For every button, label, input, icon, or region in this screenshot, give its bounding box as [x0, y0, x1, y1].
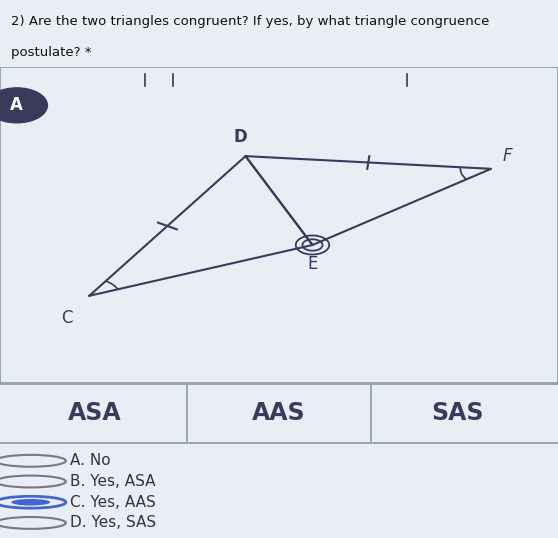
- Text: A: A: [10, 96, 23, 115]
- Text: F: F: [503, 147, 513, 165]
- Text: 2) Are the two triangles congruent? If yes, by what triangle congruence: 2) Are the two triangles congruent? If y…: [11, 15, 489, 27]
- Circle shape: [11, 499, 50, 506]
- Circle shape: [0, 88, 47, 123]
- Text: D: D: [233, 128, 247, 146]
- Text: B. Yes, ASA: B. Yes, ASA: [70, 474, 155, 489]
- Text: A. No: A. No: [70, 454, 110, 468]
- Text: AAS: AAS: [252, 401, 306, 425]
- Text: SAS: SAS: [431, 401, 484, 425]
- Text: C: C: [61, 309, 73, 327]
- Text: ASA: ASA: [68, 401, 122, 425]
- Text: C. Yes, AAS: C. Yes, AAS: [70, 495, 156, 509]
- Text: postulate? *: postulate? *: [11, 46, 92, 59]
- Text: E: E: [307, 255, 318, 273]
- Text: D. Yes, SAS: D. Yes, SAS: [70, 515, 156, 530]
